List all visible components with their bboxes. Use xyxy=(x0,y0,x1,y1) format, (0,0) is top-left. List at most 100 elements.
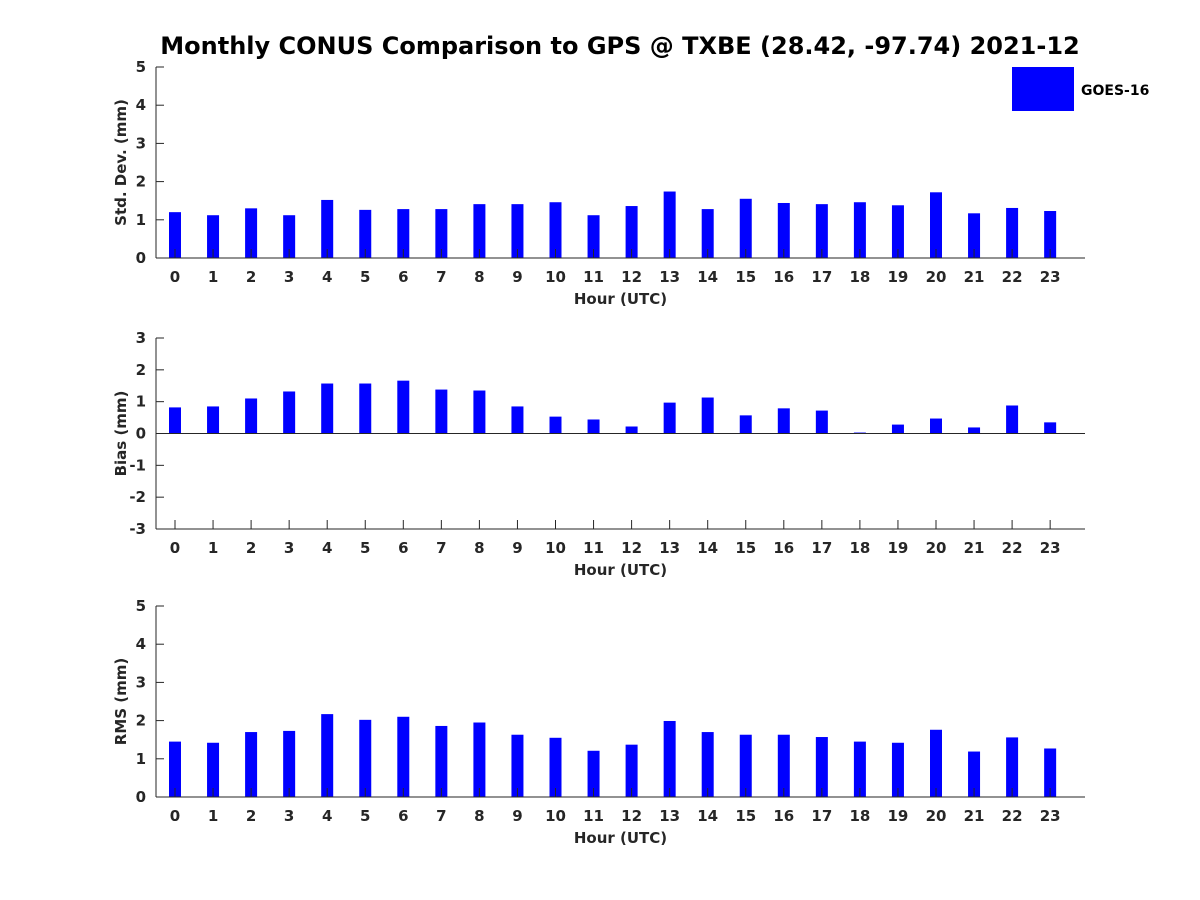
bias-x-tick-label: 15 xyxy=(735,539,756,557)
legend-swatch xyxy=(1012,67,1074,111)
rms-bar xyxy=(853,741,866,797)
bias-y-tick-label: -1 xyxy=(129,456,146,474)
std-dev-bar xyxy=(207,215,220,258)
bias-x-tick-label: 6 xyxy=(398,539,408,557)
bias-bar xyxy=(625,426,638,434)
rms-bar xyxy=(435,725,448,797)
rms-bar xyxy=(777,734,790,797)
std-dev-x-tick-label: 22 xyxy=(1002,268,1023,286)
rms-x-tick-label: 7 xyxy=(436,807,446,825)
std-dev-bar xyxy=(245,208,258,258)
std-dev-bar xyxy=(435,209,448,258)
std-dev-x-tick-label: 12 xyxy=(621,268,642,286)
rms-bar xyxy=(169,741,181,797)
bias-x-tick-label: 1 xyxy=(208,539,218,557)
bias-bar xyxy=(1044,422,1057,434)
std-dev-bar xyxy=(891,205,904,258)
bias-bar xyxy=(1006,405,1019,434)
rms-x-tick-label: 9 xyxy=(512,807,522,825)
std-dev-x-tick-label: 23 xyxy=(1040,268,1061,286)
bias-bar xyxy=(283,391,296,434)
rms-x-tick-label: 12 xyxy=(621,807,642,825)
rms-bar xyxy=(283,730,296,797)
std-dev-bar xyxy=(587,215,600,258)
std-dev-x-tick-label: 11 xyxy=(583,268,604,286)
bias-y-tick-label: 3 xyxy=(136,329,146,347)
std-dev-x-tick-label: 15 xyxy=(735,268,756,286)
rms-x-tick-label: 2 xyxy=(246,807,256,825)
std-dev-x-tick-label: 5 xyxy=(360,268,370,286)
bias-x-tick-label: 5 xyxy=(360,539,370,557)
bias-x-tick-label: 11 xyxy=(583,539,604,557)
rms-bar xyxy=(1006,737,1019,797)
std-dev-x-tick-label: 16 xyxy=(773,268,794,286)
bias-x-tick-label: 10 xyxy=(545,539,566,557)
std-dev-bar xyxy=(625,206,638,258)
std-dev-bar xyxy=(663,191,676,258)
rms-bar xyxy=(739,734,752,797)
std-dev-y-label: Std. Dev. (mm) xyxy=(112,99,130,226)
std-dev-y-tick-label: 5 xyxy=(136,58,146,76)
rms-x-tick-label: 3 xyxy=(284,807,294,825)
rms-x-tick-label: 6 xyxy=(398,807,408,825)
std-dev-bar xyxy=(321,199,334,258)
std-dev-x-tick-label: 0 xyxy=(170,268,180,286)
rms-x-tick-label: 13 xyxy=(659,807,680,825)
rms-x-tick-label: 15 xyxy=(735,807,756,825)
bias-x-tick-label: 22 xyxy=(1002,539,1023,557)
std-dev-bar xyxy=(1044,211,1057,258)
std-dev-x-tick-label: 17 xyxy=(811,268,832,286)
bias-y-tick-label: 0 xyxy=(136,425,146,443)
bias-bar xyxy=(397,380,410,434)
bias-x-tick-label: 17 xyxy=(811,539,832,557)
rms-x-tick-label: 22 xyxy=(1002,807,1023,825)
rms-y-tick-label: 4 xyxy=(136,635,146,653)
std-dev-bar xyxy=(777,202,790,258)
std-dev-x-tick-label: 6 xyxy=(398,268,408,286)
rms-y-tick-label: 5 xyxy=(136,597,146,615)
rms-x-tick-label: 17 xyxy=(811,807,832,825)
rms-bar xyxy=(930,729,942,797)
bias-y-tick-label: 2 xyxy=(136,361,146,379)
std-dev-bar xyxy=(283,215,296,258)
legend-label: GOES-16 xyxy=(1081,83,1149,99)
rms-x-tick-label: 16 xyxy=(773,807,794,825)
bias-bar xyxy=(701,397,714,434)
std-dev-bar xyxy=(739,198,752,258)
std-dev-x-tick-label: 2 xyxy=(246,268,256,286)
bias-bar xyxy=(473,390,486,434)
rms-bar xyxy=(1044,748,1057,797)
std-dev-bar xyxy=(549,202,562,258)
std-dev-bar xyxy=(169,212,181,258)
std-dev-y-tick-label: 1 xyxy=(136,211,146,229)
std-dev-y-tick-label: 4 xyxy=(136,96,146,114)
rms-bar xyxy=(359,719,372,797)
bias-x-tick-label: 18 xyxy=(849,539,870,557)
rms-y-tick-label: 1 xyxy=(136,750,146,768)
bias-bar xyxy=(169,407,181,434)
bias-bar xyxy=(511,406,524,434)
std-dev-bar xyxy=(359,209,372,258)
bias-x-tick-label: 0 xyxy=(170,539,180,557)
bias-bar xyxy=(891,424,904,434)
rms-bar xyxy=(968,751,981,797)
bias-bar xyxy=(245,398,258,434)
figure-title: Monthly CONUS Comparison to GPS @ TXBE (… xyxy=(160,32,1079,60)
std-dev-x-tick-label: 18 xyxy=(849,268,870,286)
std-dev-x-tick-label: 8 xyxy=(474,268,484,286)
std-dev-bar xyxy=(815,204,828,258)
std-dev-bar xyxy=(930,192,942,258)
std-dev-bar xyxy=(511,204,524,258)
bias-x-tick-label: 2 xyxy=(246,539,256,557)
rms-bar xyxy=(587,750,600,797)
bias-bar xyxy=(549,416,562,434)
std-dev-x-tick-label: 21 xyxy=(964,268,985,286)
rms-x-tick-label: 14 xyxy=(697,807,718,825)
bias-bar xyxy=(930,418,942,434)
rms-x-tick-label: 4 xyxy=(322,807,332,825)
rms-bar xyxy=(511,734,524,797)
std-dev-x-tick-label: 7 xyxy=(436,268,446,286)
std-dev-bar xyxy=(1006,207,1019,258)
std-dev-bar xyxy=(701,209,714,258)
